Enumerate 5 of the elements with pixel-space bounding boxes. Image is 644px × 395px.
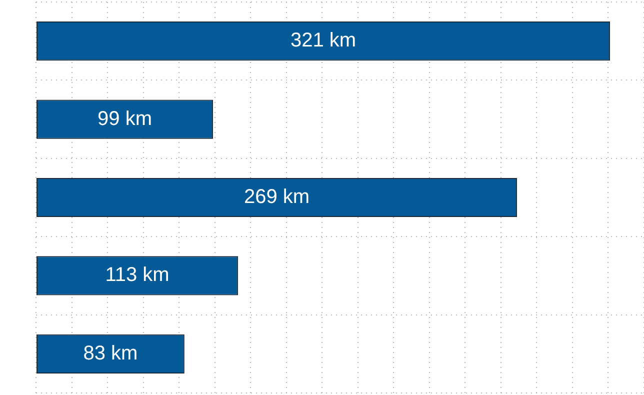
data-label: 113 km (105, 264, 170, 286)
data-label: 99 km (98, 108, 152, 130)
data-label: 83 km (83, 342, 138, 364)
data-label: 269 km (244, 186, 310, 208)
data-label: 321 km (290, 30, 356, 52)
